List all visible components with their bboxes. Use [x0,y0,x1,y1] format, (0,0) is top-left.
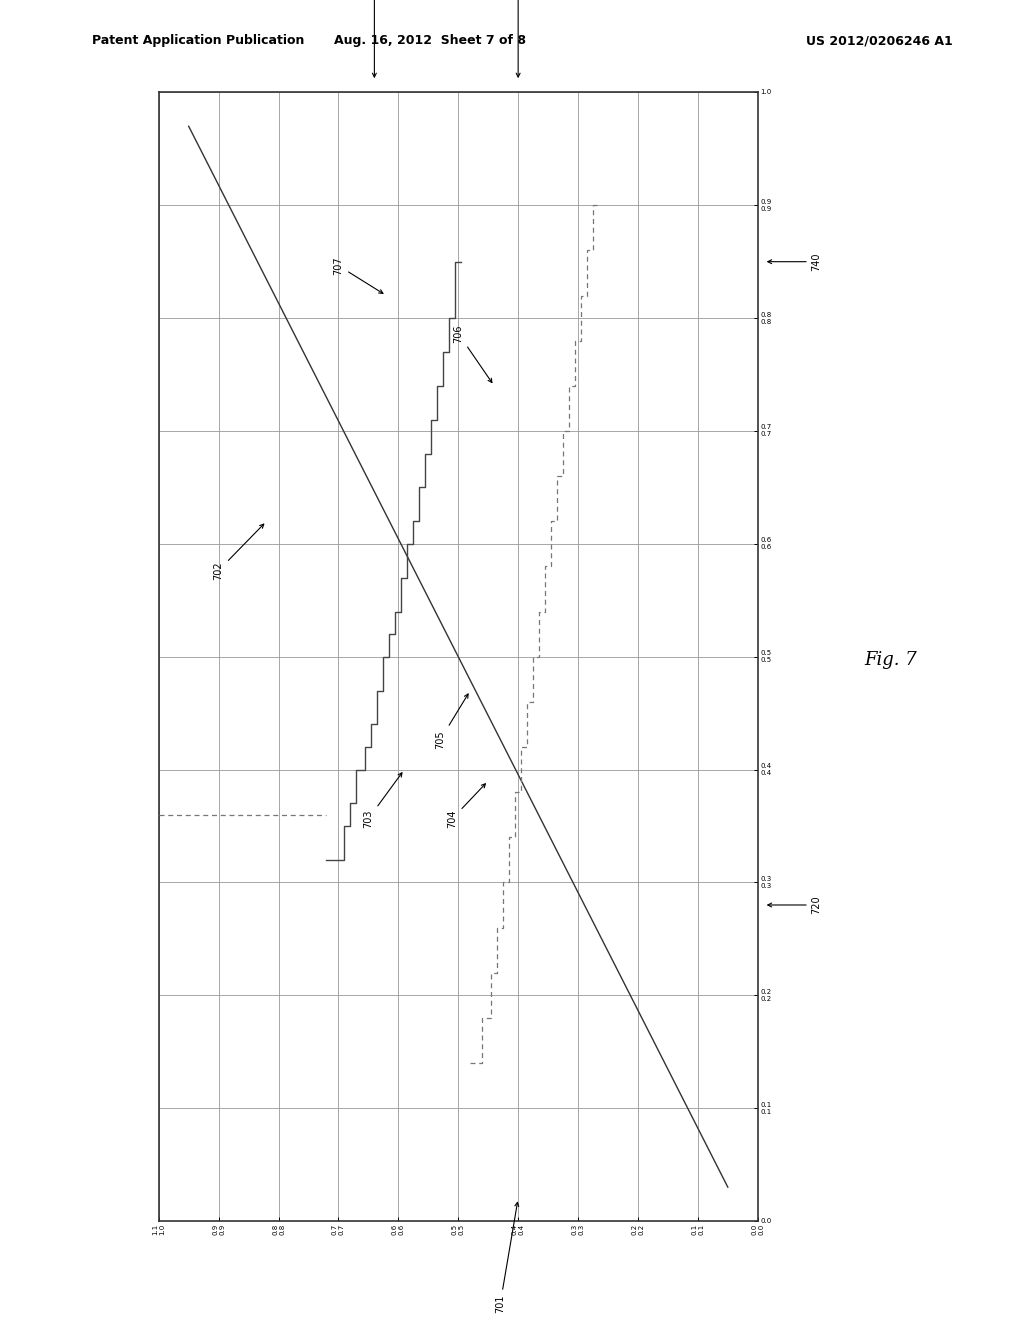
Text: 704: 704 [447,784,485,828]
Text: 707: 707 [334,256,383,293]
Text: 706: 706 [454,325,492,383]
Text: 710: 710 [370,0,379,77]
Text: Fig. 7: Fig. 7 [864,651,918,669]
Text: Aug. 16, 2012  Sheet 7 of 8: Aug. 16, 2012 Sheet 7 of 8 [334,34,526,48]
Text: 720: 720 [768,896,821,915]
Text: 701: 701 [496,1203,519,1313]
Text: 740: 740 [768,252,821,271]
Text: 702: 702 [214,524,264,579]
Text: 703: 703 [364,772,402,828]
Text: 705: 705 [435,694,468,748]
Text: Patent Application Publication: Patent Application Publication [92,34,304,48]
Text: US 2012/0206246 A1: US 2012/0206246 A1 [806,34,952,48]
Text: 730: 730 [513,0,523,77]
